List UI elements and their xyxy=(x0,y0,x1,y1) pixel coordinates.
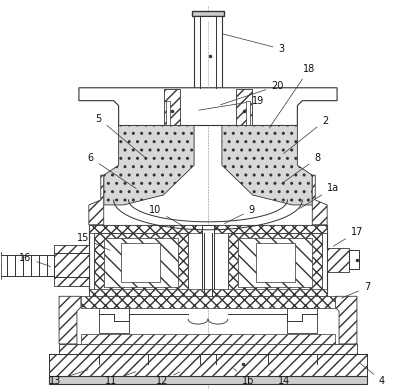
Bar xyxy=(81,334,335,344)
Text: 17: 17 xyxy=(334,227,363,246)
Bar xyxy=(246,101,250,125)
Bar xyxy=(94,233,188,292)
Bar xyxy=(49,376,367,384)
Text: 9: 9 xyxy=(224,205,255,223)
Bar xyxy=(349,250,359,269)
Text: 13: 13 xyxy=(49,370,88,386)
Bar xyxy=(256,243,295,282)
Text: 1a: 1a xyxy=(300,183,339,209)
Bar xyxy=(99,308,129,333)
Text: 4: 4 xyxy=(359,363,385,386)
Bar xyxy=(49,354,367,376)
Text: 8: 8 xyxy=(282,153,320,183)
Bar xyxy=(238,238,312,287)
Text: 1b: 1b xyxy=(234,368,254,386)
Bar xyxy=(202,225,214,296)
Polygon shape xyxy=(335,296,357,344)
Text: 10: 10 xyxy=(149,205,184,226)
Text: 16: 16 xyxy=(19,252,50,267)
Bar xyxy=(54,245,89,286)
Text: 2: 2 xyxy=(284,116,328,154)
Polygon shape xyxy=(59,296,81,344)
Polygon shape xyxy=(79,88,337,125)
Bar xyxy=(287,308,317,333)
Text: 6: 6 xyxy=(88,153,136,189)
Bar xyxy=(236,89,252,125)
Text: 20: 20 xyxy=(220,81,284,105)
Polygon shape xyxy=(312,175,327,225)
Bar xyxy=(194,16,222,88)
Text: 15: 15 xyxy=(77,233,110,250)
Bar xyxy=(166,101,170,125)
Bar xyxy=(81,296,335,308)
Text: 11: 11 xyxy=(104,372,136,386)
Bar xyxy=(89,225,327,233)
Bar xyxy=(104,238,178,287)
Polygon shape xyxy=(222,125,312,205)
Text: 14: 14 xyxy=(270,370,291,386)
Bar xyxy=(228,233,322,292)
Text: 7: 7 xyxy=(342,282,370,298)
Bar xyxy=(89,289,327,296)
Bar xyxy=(89,225,327,296)
Bar xyxy=(121,243,160,282)
Text: 3: 3 xyxy=(223,34,285,54)
Text: 18: 18 xyxy=(269,64,315,128)
Bar xyxy=(327,248,349,272)
Bar xyxy=(192,11,224,16)
Polygon shape xyxy=(89,175,104,225)
Polygon shape xyxy=(104,125,194,205)
Bar xyxy=(0,254,54,276)
Text: 5: 5 xyxy=(96,114,146,158)
Bar xyxy=(59,344,357,364)
Bar xyxy=(164,89,180,125)
Text: 12: 12 xyxy=(156,372,180,386)
Bar xyxy=(0,252,2,279)
Text: 19: 19 xyxy=(199,96,264,110)
